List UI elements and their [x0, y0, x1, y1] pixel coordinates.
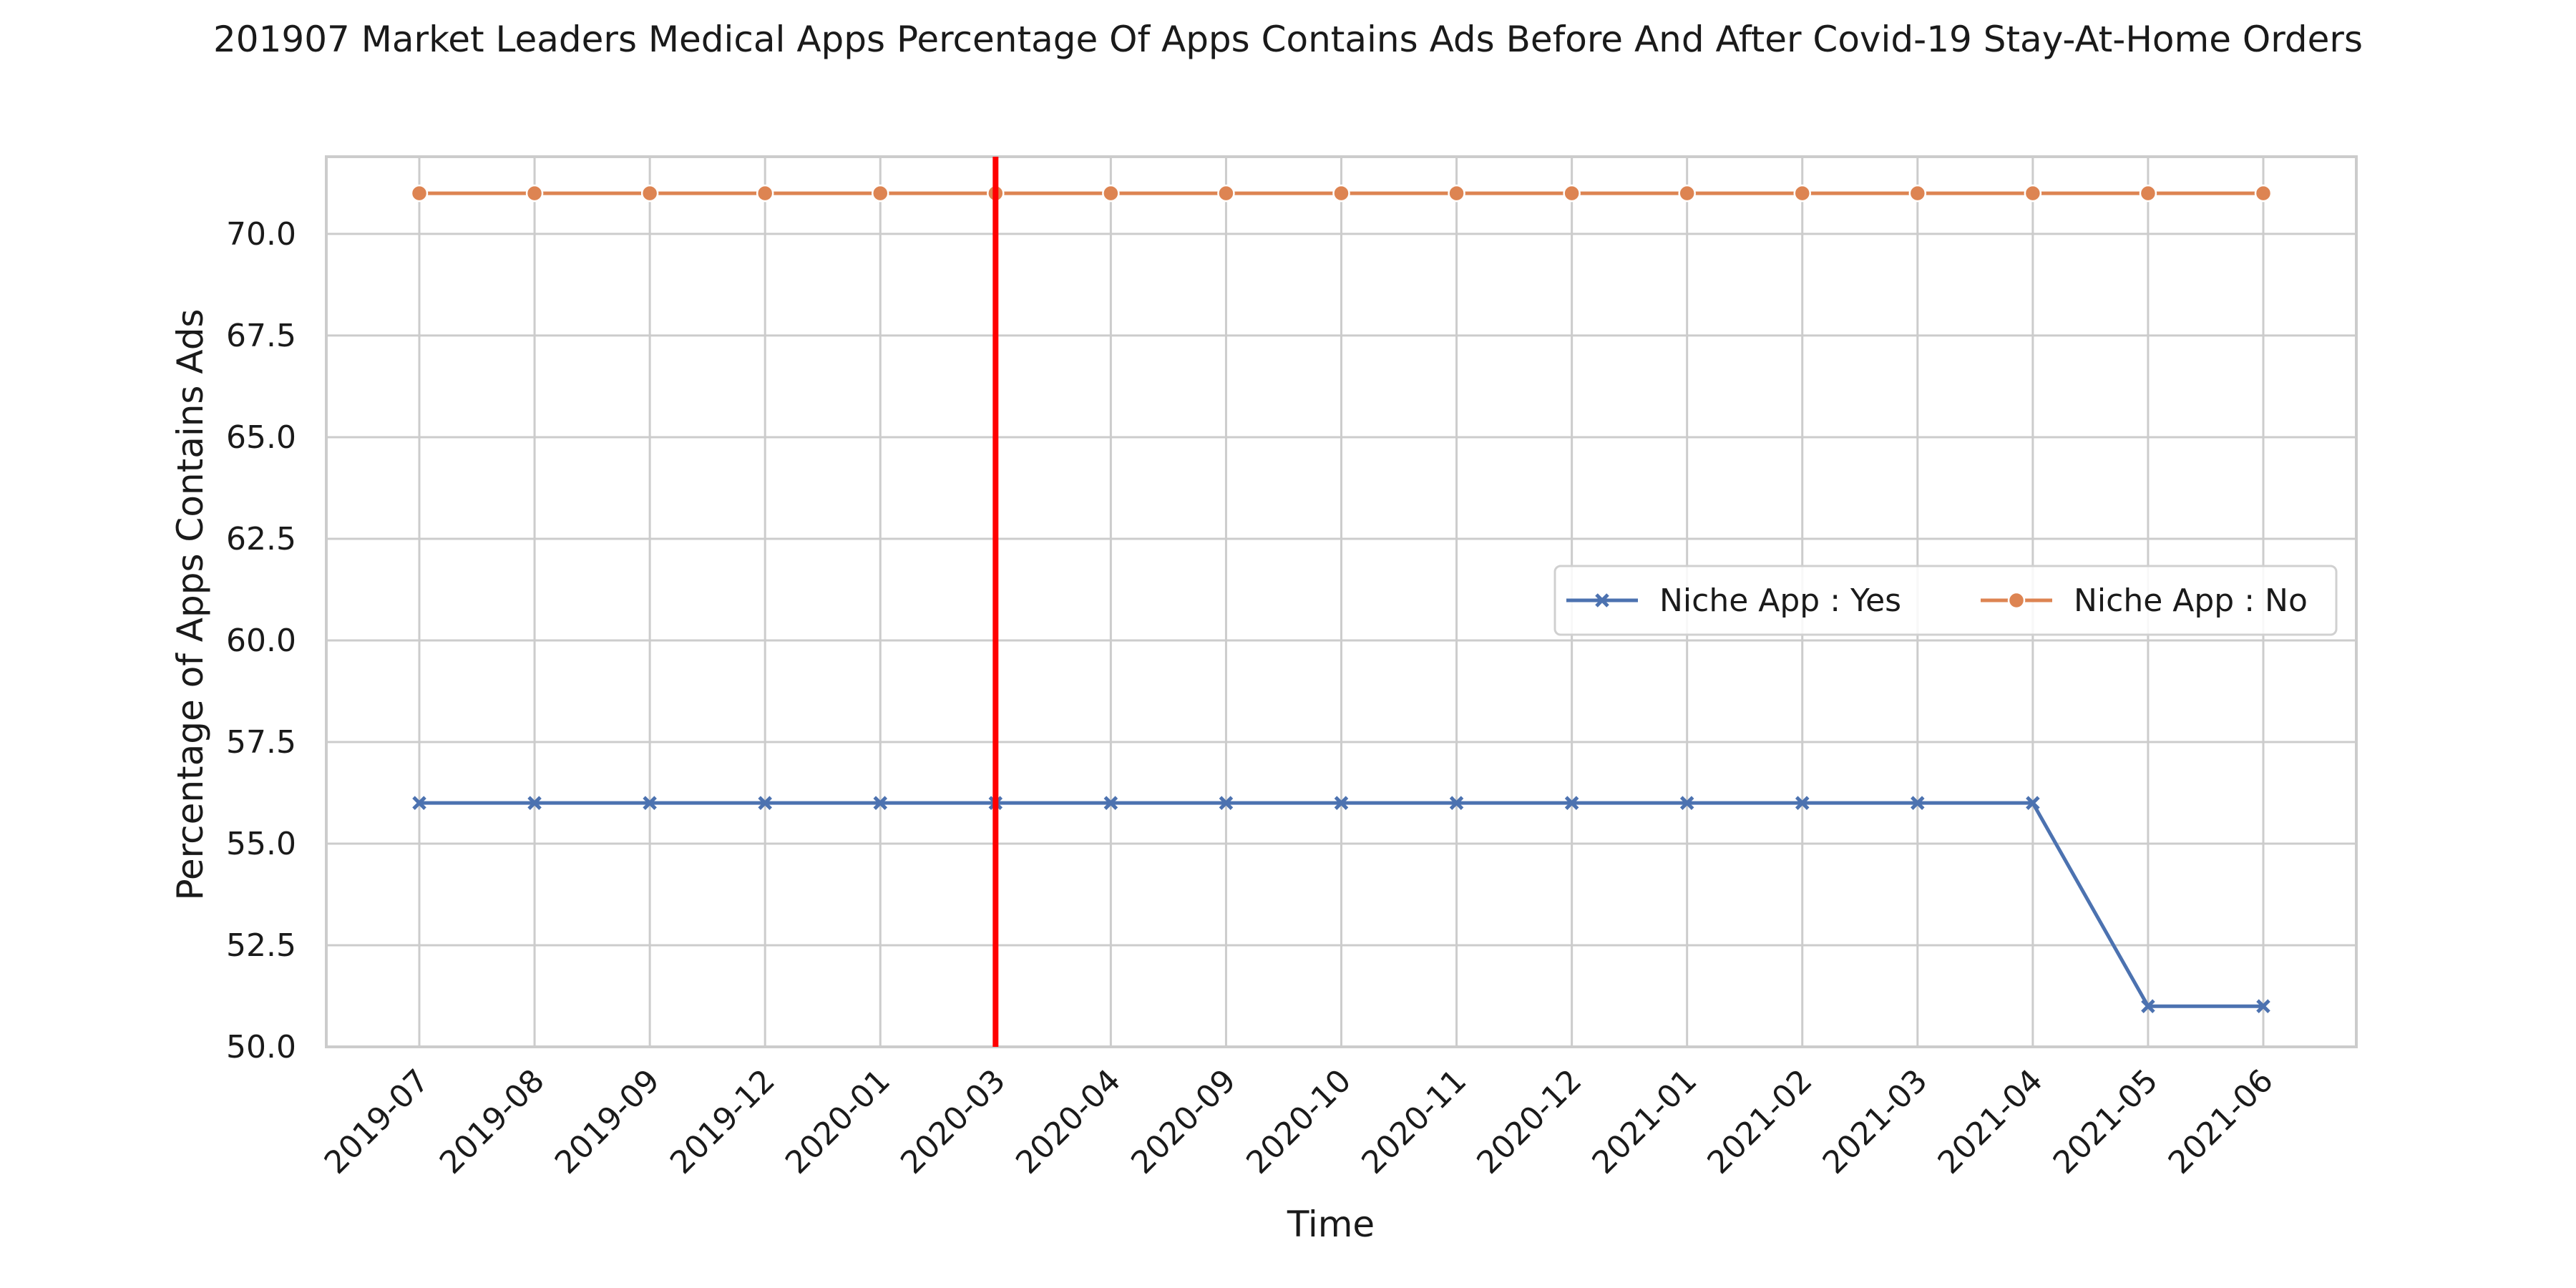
x-tick-label: 2019-12 [663, 1063, 782, 1181]
x-tick-label: 2019-07 [318, 1063, 436, 1181]
legend-entry: Niche App : Yes [1566, 582, 1901, 619]
x-tick-label: 2020-10 [1239, 1063, 1358, 1181]
data-point [2024, 184, 2042, 203]
x-tick-label: 2020-09 [1124, 1063, 1243, 1181]
x-tick-label: 2021-04 [1931, 1063, 2050, 1181]
y-axis-label: Percentage of Apps Contains Ads [170, 309, 211, 901]
data-point [2139, 184, 2157, 203]
data-point [2256, 999, 2270, 1013]
series-2 [410, 184, 2273, 203]
data-point [2254, 184, 2273, 203]
data-point [1448, 184, 1465, 203]
data-point [1103, 796, 1118, 810]
x-tick-label: 2021-02 [1700, 1063, 1819, 1181]
y-tick-label: 62.5 [226, 521, 296, 557]
data-point [1334, 796, 1349, 810]
x-tick-label: 2019-08 [433, 1063, 552, 1181]
legend-box [1553, 565, 2338, 636]
data-point [758, 796, 772, 810]
data-point [2026, 796, 2040, 810]
x-tick-label: 2020-01 [779, 1063, 897, 1181]
y-tick-label: 65.0 [226, 419, 296, 456]
x-tick-label: 2020-11 [1355, 1063, 1473, 1181]
data-point [1332, 184, 1350, 203]
x-tick-label: 2020-04 [1009, 1063, 1128, 1181]
y-tick-label: 57.5 [226, 724, 296, 761]
x-tick-label: 2021-06 [2162, 1063, 2280, 1181]
x-axis-label: Time [1287, 1204, 1375, 1245]
y-tick-label: 67.5 [226, 318, 296, 354]
x-tick-label: 2019-09 [548, 1063, 667, 1181]
data-point [527, 796, 542, 810]
data-point [410, 184, 429, 203]
chart-title: 201907 Market Leaders Medical Apps Perce… [213, 19, 2363, 60]
y-tick-label: 52.5 [226, 927, 296, 964]
legend: Niche App : Yes Niche App : No [1553, 565, 2338, 636]
data-point [1217, 184, 1235, 203]
y-tick-label: 55.0 [226, 826, 296, 862]
x-tick-label: 2021-05 [2046, 1063, 2165, 1181]
data-point [873, 796, 888, 810]
data-point [756, 184, 774, 203]
data-point [1449, 796, 1464, 810]
data-point [2141, 999, 2155, 1013]
data-point [1908, 184, 1927, 203]
x-tick-label: 2021-03 [1816, 1063, 1935, 1181]
y-tick-label: 50.0 [226, 1029, 296, 1065]
y-tick-label: 60.0 [226, 623, 296, 659]
data-point [872, 184, 889, 203]
data-point [1219, 796, 1234, 810]
plot-frame [325, 155, 2358, 1048]
x-tick-label: 2020-03 [894, 1063, 1013, 1181]
data-point [643, 796, 657, 810]
data-point [525, 184, 544, 203]
data-point [1795, 796, 1810, 810]
data-point [1563, 184, 1581, 203]
x-tick-label: 2021-01 [1585, 1063, 1704, 1181]
data-point [1679, 796, 1694, 810]
legend-label: Niche App : Yes [1659, 582, 1901, 619]
data-point [640, 184, 659, 203]
data-point [1102, 184, 1120, 203]
data-point [412, 796, 426, 810]
data-point [1793, 184, 1811, 203]
legend-label: Niche App : No [2074, 582, 2308, 619]
legend-entry: Niche App : No [1981, 582, 2308, 619]
data-point [1678, 184, 1696, 203]
data-point [1564, 796, 1579, 810]
x-tick-label: 2020-12 [1470, 1063, 1589, 1181]
legend-marker [1595, 593, 1609, 608]
axes: 50.0 52.5 55.0 57.5 60.0 62.5 65.0 67.5 70.0 2019… [226, 155, 2358, 1181]
legend-marker [2007, 591, 2026, 610]
data-point [1911, 796, 1925, 810]
y-tick-label: 70.0 [226, 216, 296, 253]
